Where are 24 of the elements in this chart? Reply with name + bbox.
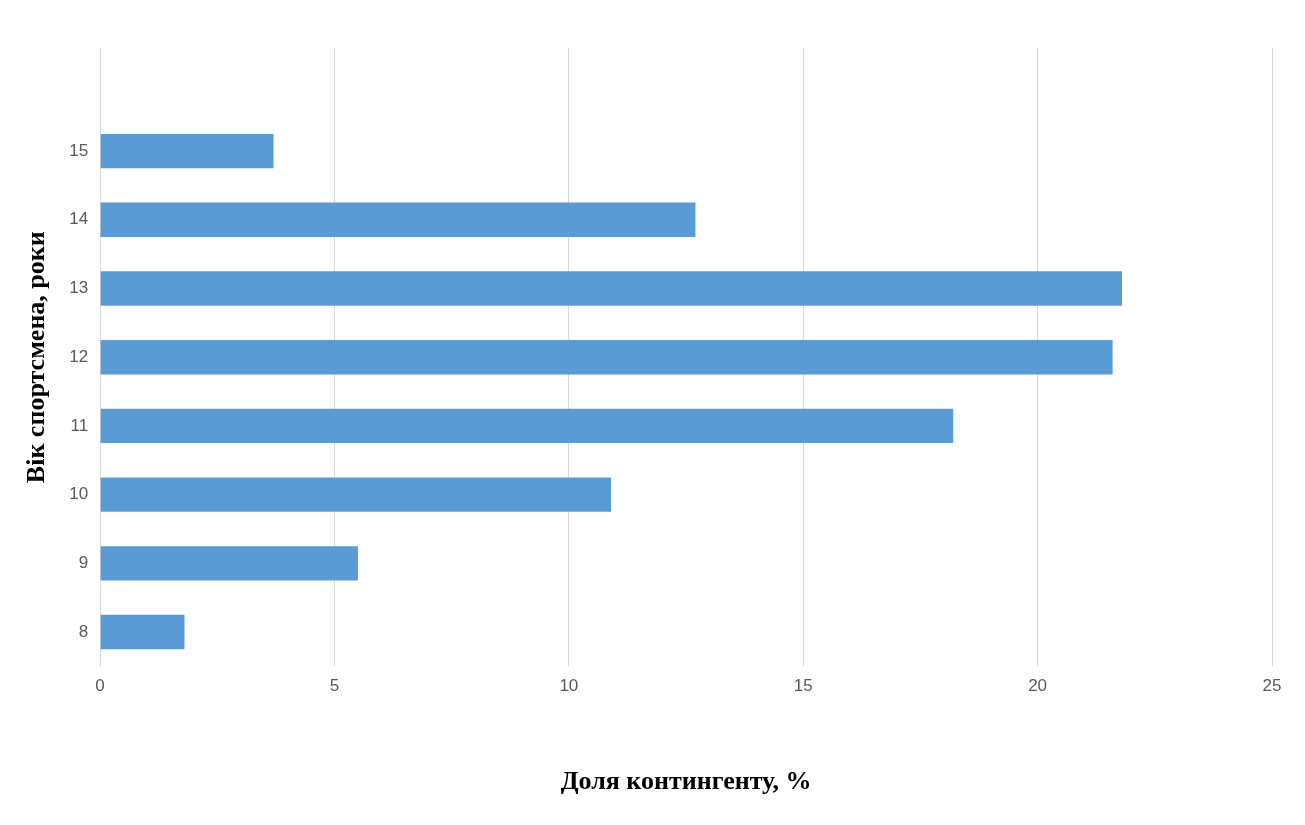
bar [100,340,1113,375]
x-tick-label: 20 [1028,676,1048,696]
y-tick-label: 12 [69,346,89,366]
x-tick-label: 5 [329,676,340,696]
bar [100,546,358,581]
y-tick-label: 11 [70,415,89,435]
y-tick-label: 8 [78,621,89,641]
bar [100,477,612,512]
bar [100,202,696,237]
y-tick-label: 10 [69,484,89,504]
bar [100,133,274,169]
y-axis-title: Вік спортсмена, роки [21,231,51,484]
x-tick-label: 0 [95,676,105,696]
x-tick-label: 25 [1262,676,1282,696]
x-tick-label: 10 [559,676,579,696]
y-tick-label: 9 [78,553,89,573]
bar [100,408,954,444]
y-tick-label: 14 [69,209,89,229]
x-axis-title: Доля контингенту, % [560,766,812,796]
y-tick-label: 15 [69,140,89,160]
y-tick-label: 13 [69,278,89,298]
x-tick-label: 15 [793,676,813,696]
bar [100,614,185,650]
bar [100,271,1122,306]
